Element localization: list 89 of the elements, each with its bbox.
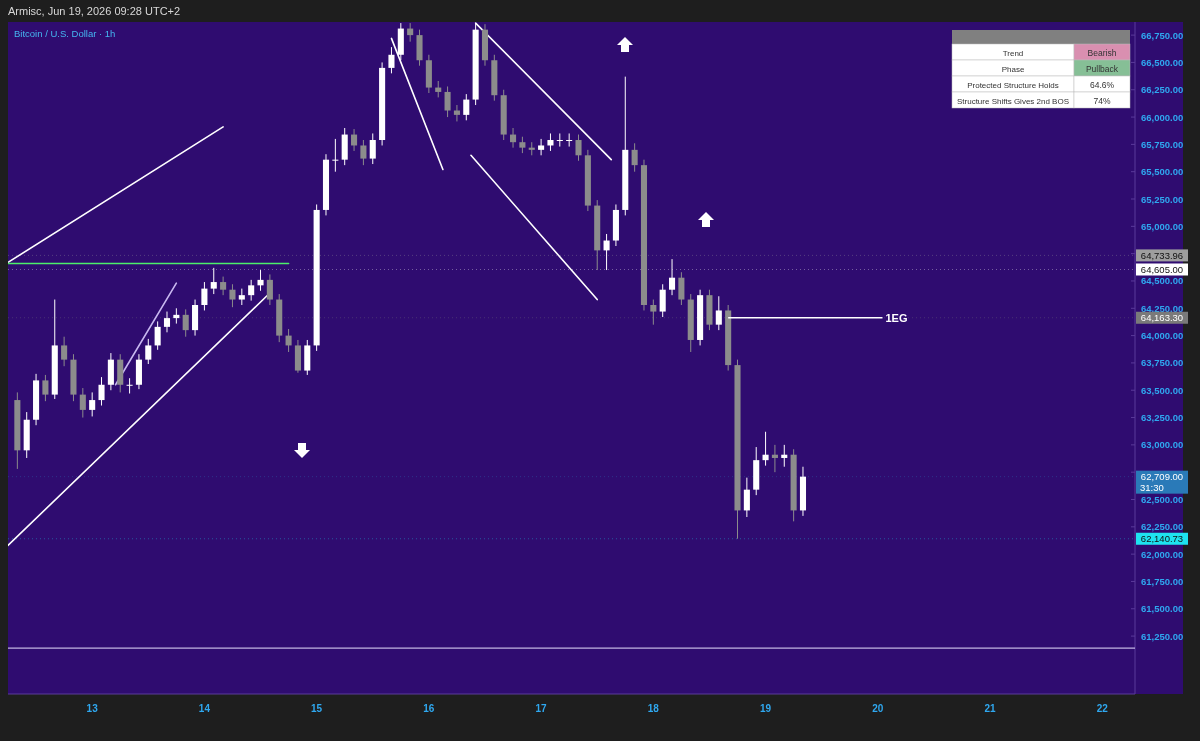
y-tick-label: 63,500.00: [1141, 384, 1184, 396]
annotation: Trend: [1002, 48, 1024, 58]
candlestick: [510, 127, 517, 149]
candlestick: [659, 283, 666, 318]
candlestick: [360, 139, 367, 166]
candlestick: [229, 283, 236, 308]
candlestick: [332, 138, 339, 173]
candlestick: [210, 267, 217, 295]
y-tick-label: 62,000.00: [1141, 548, 1184, 560]
candlestick: [126, 377, 133, 395]
candlestick: [444, 85, 451, 118]
y-tick-label: 65,250.00: [1141, 193, 1184, 205]
y-tick-label: 66,500.00: [1141, 56, 1184, 68]
candlestick: [678, 271, 685, 306]
candlestick: [762, 431, 769, 467]
candlestick: [89, 391, 96, 417]
ref-line-label: 62,140.73: [1140, 533, 1184, 545]
annotation: Bearish: [1087, 47, 1117, 58]
candlestick: [650, 299, 657, 326]
candlestick: [285, 328, 292, 353]
annotation: Protected Structure Holds: [967, 80, 1059, 90]
y-tick-label: 64,250.00: [1141, 302, 1184, 314]
ref-line-label: 62,709.00 31:30: [1140, 471, 1184, 494]
candlestick: [182, 308, 189, 338]
x-tick-label: 19: [760, 703, 772, 714]
y-tick-label: 63,250.00: [1141, 412, 1184, 424]
candlestick: [79, 387, 86, 419]
y-tick-label: 62,500.00: [1141, 494, 1184, 505]
y-tick-label: 62,250.00: [1141, 521, 1184, 533]
ref-line-label: 64,605.00: [1140, 263, 1184, 275]
y-tick-label: 61,500.00: [1141, 603, 1184, 615]
candlestick: [388, 46, 395, 74]
y-tick-label: 63,000.00: [1141, 439, 1184, 451]
y-tick-label: 64,000.00: [1141, 330, 1184, 342]
candlestick: [538, 138, 545, 156]
x-tick-label: 15: [311, 703, 323, 714]
annotation: Phase: [1001, 64, 1025, 74]
candlestick: [42, 374, 49, 402]
candlestick: [631, 142, 638, 173]
candlestick: [351, 128, 358, 152]
candlestick: [257, 269, 264, 292]
x-tick-label: 21: [984, 703, 997, 714]
candlestick: [771, 444, 778, 473]
candlestick: [463, 93, 470, 121]
chart-subtitle: Armisc, Jun 19, 2026 09:28 UTC+2: [8, 5, 181, 17]
candlestick: [248, 279, 255, 302]
candlestick: [266, 273, 273, 306]
annotation: Structure Shifts Gives 2nd BOS: [956, 96, 1070, 106]
candlestick: [715, 295, 722, 331]
candlestick: [145, 338, 152, 365]
x-tick-label: 17: [535, 703, 548, 714]
candlestick: [556, 132, 563, 148]
candlestick: [407, 22, 414, 43]
candlestick: [61, 336, 68, 367]
candlestick: [603, 233, 610, 271]
candlestick: [220, 276, 227, 296]
y-tick-label: 61,250.00: [1141, 630, 1184, 642]
x-tick-label: 18: [647, 703, 660, 714]
x-tick-label: 16: [423, 703, 435, 714]
annotation: 1EG: [885, 311, 908, 324]
y-tick-label: 65,750.00: [1141, 138, 1184, 150]
y-tick-label: 66,000.00: [1141, 111, 1184, 123]
annotation: Pullback: [1085, 63, 1119, 74]
x-tick-label: 14: [198, 703, 211, 714]
y-tick-label: 63,750.00: [1141, 357, 1184, 369]
text: Bitcoin / U.S. Dollar · 1h: [14, 28, 116, 39]
annotation: 64.6%: [1089, 79, 1115, 90]
y-tick-label: 66,750.00: [1141, 29, 1184, 41]
y-tick-label: 65,000.00: [1141, 220, 1184, 232]
y-tick-label: 61,750.00: [1141, 575, 1184, 587]
candlestick: [575, 134, 582, 162]
y-tick-label: 66,250.00: [1141, 84, 1184, 96]
candlestick: [154, 320, 161, 351]
y-tick-label: 64,500.00: [1141, 275, 1184, 287]
candlestick: [201, 281, 208, 311]
candlestick: [781, 444, 788, 468]
y-tick-label: 65,500.00: [1141, 166, 1184, 178]
candlestick: [98, 376, 105, 407]
candlestick: [669, 258, 676, 296]
x-tick-label: 13: [86, 703, 99, 714]
candlestick: [743, 477, 750, 518]
ref-line-label: 64,163.30: [1140, 312, 1184, 324]
ref-line-label: 64,733.96: [1140, 249, 1184, 261]
x-tick-label: 22: [1096, 703, 1109, 714]
annotation: 74%: [1093, 95, 1111, 106]
candlestick: [566, 132, 573, 148]
x-tick-label: 20: [872, 703, 884, 714]
candlestick: [163, 311, 171, 333]
candlestick: [369, 132, 376, 165]
